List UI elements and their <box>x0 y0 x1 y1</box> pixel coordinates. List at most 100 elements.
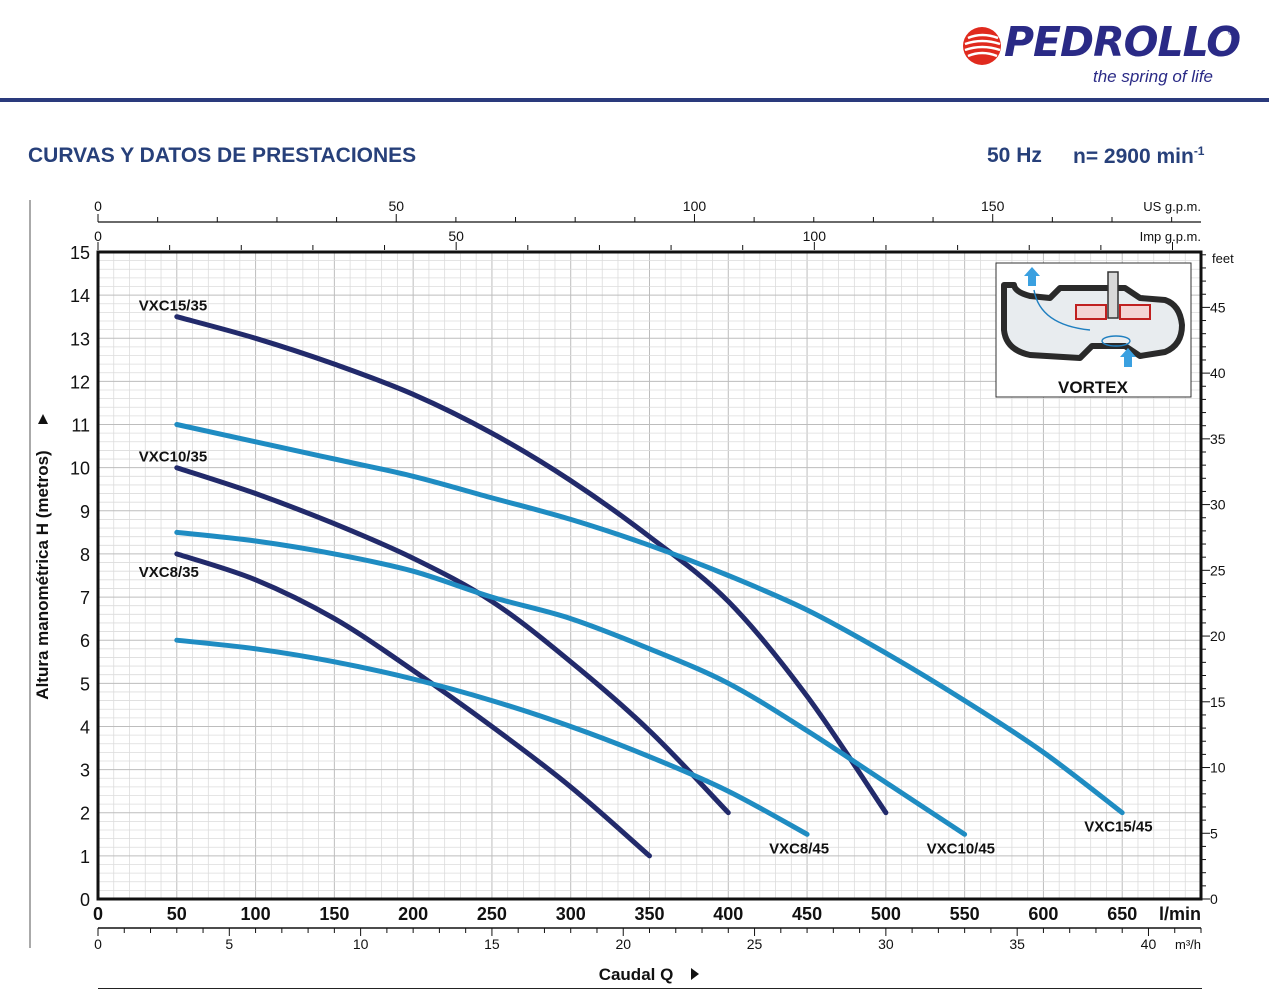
m3h-tick-label: 25 <box>747 936 763 952</box>
series-layer <box>174 314 1125 859</box>
y-tick-label: 12 <box>70 372 90 392</box>
feet-unit-label: feet <box>1212 251 1234 266</box>
feet-tick-label: 5 <box>1210 825 1218 841</box>
series-line-vxc8-45 <box>174 637 810 837</box>
x-tick-label: 500 <box>871 904 901 924</box>
x-tick-label: 450 <box>792 904 822 924</box>
x-tick-label: 50 <box>167 904 187 924</box>
page-title: CURVAS Y DATOS DE PRESTACIONES <box>28 144 417 167</box>
m3h-tick-label: 0 <box>94 936 102 952</box>
imp-gpm-tick-label: 50 <box>448 228 464 244</box>
x-axis-title: Caudal Q <box>599 965 674 984</box>
y-tick-label: 15 <box>70 243 90 263</box>
y-axis-title: Altura manométrica H (metros) <box>33 450 52 699</box>
y-tick-label: 11 <box>71 416 90 436</box>
plot-frame <box>96 250 1203 901</box>
frequency-label: 50 Hz <box>987 144 1042 167</box>
x-unit-label: l/min <box>1159 904 1201 924</box>
series-label-vxc8-45: VXC8/45 <box>769 840 829 857</box>
series-line-vxc8-35 <box>174 551 652 859</box>
series-line-vxc10-45 <box>174 529 968 837</box>
feet-tick-label: 30 <box>1210 497 1226 513</box>
y-tick-label: 3 <box>80 761 90 781</box>
y-tick-label: 1 <box>80 847 90 867</box>
vortex-label: VORTEX <box>1058 378 1129 397</box>
vortex-swirl-icon <box>1101 335 1131 347</box>
x-tick-label: 250 <box>477 904 507 924</box>
us-gpm-tick-label: 50 <box>388 198 404 214</box>
impeller-left-icon <box>1075 304 1107 320</box>
pedrollo-logo-icon <box>963 27 1001 65</box>
y-tick-label: 13 <box>70 329 90 349</box>
us-gpm-tick-label: 150 <box>981 198 1005 214</box>
y-tick-label: 5 <box>80 674 90 694</box>
series-line-vxc10-35 <box>174 465 731 816</box>
y-tick-label: 8 <box>80 545 90 565</box>
series-label-vxc10-35: VXC10/35 <box>139 449 207 466</box>
y-tick-label: 4 <box>80 717 90 737</box>
outlet-arrow-icon <box>1024 267 1040 286</box>
impeller-right-icon <box>1119 304 1151 320</box>
page-header: PEDROLLO ® the spring of life <box>0 0 1269 105</box>
series-label-vxc10-45: VXC10/45 <box>927 840 995 857</box>
m3h-unit-label: m³/h <box>1175 937 1201 952</box>
x-tick-label: 350 <box>634 904 664 924</box>
series-label-vxc8-35: VXC8/35 <box>139 564 199 581</box>
x-tick-label: 0 <box>93 904 103 924</box>
speed-exponent: -1 <box>1193 144 1205 158</box>
feet-tick-label: 20 <box>1210 628 1226 644</box>
y-axis-arrow-icon <box>38 414 48 424</box>
feet-tick-label: 25 <box>1210 562 1226 578</box>
brand-tagline: the spring of life <box>1093 67 1214 86</box>
bottom-rule <box>98 988 1202 989</box>
m3h-tick-label: 15 <box>484 936 500 952</box>
x-axis-arrow-icon <box>691 968 699 980</box>
shaft-icon <box>1107 271 1119 319</box>
x-tick-label: 400 <box>713 904 743 924</box>
feet-tick-label: 15 <box>1210 694 1226 710</box>
x-tick-label: 300 <box>556 904 586 924</box>
x-tick-label: 200 <box>398 904 428 924</box>
x-tick-label: 100 <box>241 904 271 924</box>
y-tick-label: 6 <box>80 631 90 651</box>
speed-prefix: n= 2900 min <box>1073 145 1194 168</box>
m3h-tick-label: 5 <box>225 936 233 952</box>
x-tick-label: 600 <box>1028 904 1058 924</box>
header-rule <box>0 98 1269 102</box>
x-tick-label: 650 <box>1107 904 1137 924</box>
brand-name: PEDROLLO <box>1004 18 1241 66</box>
y-tick-label: 2 <box>80 804 90 824</box>
us-gpm-tick-label: 0 <box>94 198 102 214</box>
series-line-vxc15-35 <box>174 314 889 816</box>
feet-tick-label: 45 <box>1210 299 1226 315</box>
speed-label: n= 2900 min-1 <box>1073 144 1204 169</box>
imp-gpm-unit-label: Imp g.p.m. <box>1140 229 1201 244</box>
m3h-tick-label: 30 <box>878 936 894 952</box>
pump-casing-icon <box>1001 282 1185 361</box>
flow-line-icon <box>1033 289 1091 331</box>
m3h-tick-label: 40 <box>1141 936 1157 952</box>
y-tick-label: 0 <box>80 890 90 910</box>
series-line-vxc15-45 <box>174 422 1125 816</box>
feet-tick-label: 40 <box>1210 365 1226 381</box>
m3h-tick-label: 20 <box>615 936 631 952</box>
feet-tick-label: 10 <box>1210 760 1226 776</box>
x-tick-label: 550 <box>950 904 980 924</box>
y-tick-label: 9 <box>80 502 90 522</box>
imp-gpm-tick-label: 100 <box>803 228 827 244</box>
us-gpm-tick-label: 100 <box>683 198 707 214</box>
series-label-vxc15-35: VXC15/35 <box>139 298 207 315</box>
imp-gpm-tick-label: 0 <box>94 228 102 244</box>
y-tick-label: 10 <box>70 459 90 479</box>
inlet-arrow-icon <box>1120 348 1136 367</box>
feet-tick-label: 35 <box>1210 431 1226 447</box>
axes-layer <box>29 200 1210 948</box>
m3h-tick-label: 35 <box>1009 936 1025 952</box>
y-tick-label: 14 <box>70 286 90 306</box>
vortex-inset: VORTEX <box>995 262 1192 398</box>
feet-tick-label: 0 <box>1210 891 1218 907</box>
series-label-vxc15-45: VXC15/45 <box>1084 819 1152 836</box>
x-tick-label: 150 <box>319 904 349 924</box>
